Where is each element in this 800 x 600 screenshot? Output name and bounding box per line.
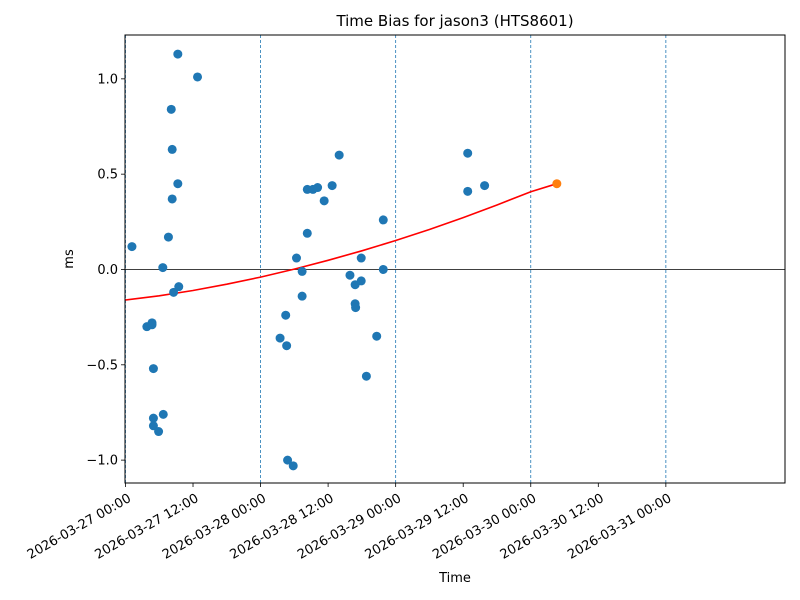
- data-point-39: [356, 276, 366, 286]
- data-point-16: [173, 179, 183, 189]
- data-point-15: [173, 49, 183, 59]
- data-point-32: [327, 181, 337, 191]
- data-point-14: [169, 287, 179, 297]
- y-tick-label-4: 1.0: [97, 72, 118, 87]
- chart-title: Time Bias for jason3 (HTS8601): [335, 12, 573, 30]
- data-point-11: [166, 104, 176, 114]
- y-tick-label-3: 0.5: [97, 168, 118, 183]
- y-tick-label-2: 0.0: [97, 263, 118, 278]
- plot-area-frame: [124, 34, 786, 484]
- data-point-0: [127, 242, 137, 252]
- data-point-45: [463, 186, 473, 196]
- data-point-44: [463, 148, 473, 158]
- y-axis-ticks: −1.0 −0.5 0.0 0.5 1.0: [86, 72, 125, 469]
- data-point-30: [313, 183, 323, 193]
- data-point-26: [297, 291, 307, 301]
- data-point-7: [154, 427, 164, 437]
- data-point-18: [193, 72, 203, 82]
- data-point-5: [148, 413, 158, 423]
- data-point-12: [167, 144, 177, 154]
- data-point-13: [167, 194, 177, 204]
- data-point-19: [275, 333, 285, 343]
- data-point-3: [147, 320, 157, 330]
- data-point-4: [148, 364, 158, 374]
- prediction-point-47: [552, 179, 562, 189]
- data-point-22: [283, 455, 293, 465]
- data-point-9: [158, 409, 168, 419]
- data-point-33: [334, 150, 344, 160]
- data-point-37: [351, 303, 361, 313]
- data-point-28: [302, 228, 312, 238]
- fit-curve-layer: [125, 182, 558, 301]
- x-axis-title: Time: [438, 571, 471, 586]
- data-points: [127, 49, 562, 471]
- data-point-24: [291, 253, 301, 263]
- y-tick-label-1: −0.5: [86, 358, 118, 373]
- data-point-43: [378, 264, 388, 274]
- data-point-46: [480, 181, 490, 191]
- data-point-21: [282, 341, 292, 351]
- y-tick-label-0: −1.0: [86, 454, 118, 469]
- y-axis-title: ms: [62, 249, 77, 269]
- data-point-31: [319, 196, 329, 206]
- data-point-25: [297, 266, 307, 276]
- data-point-41: [372, 331, 382, 341]
- data-point-6: [148, 421, 158, 431]
- data-point-38: [356, 253, 366, 263]
- data-point-8: [158, 263, 168, 273]
- data-point-42: [378, 215, 388, 225]
- data-point-20: [281, 310, 291, 320]
- data-point-17: [174, 282, 184, 292]
- data-point-40: [361, 371, 371, 381]
- data-point-10: [163, 232, 173, 242]
- data-point-23: [288, 461, 298, 471]
- data-point-34: [345, 270, 355, 280]
- fit-curve: [125, 182, 558, 301]
